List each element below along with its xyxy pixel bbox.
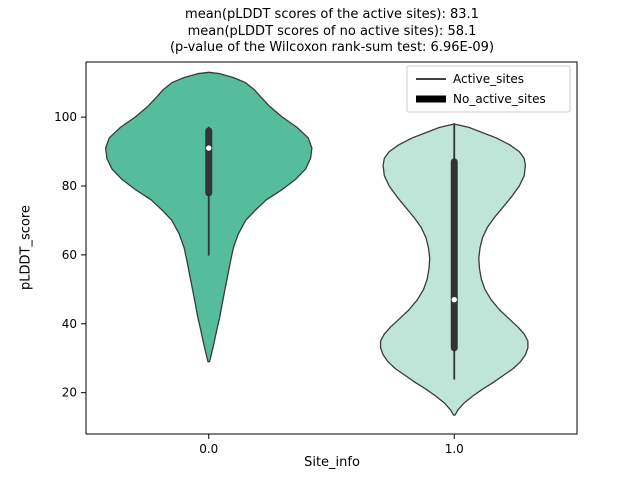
y-axis-label: pLDDT_score [18,205,34,290]
y-tick-label: 60 [62,248,77,262]
median-dot-Active_sites [206,145,212,151]
axes-spines [85,61,578,435]
x-axis-label: Site_info [304,455,360,470]
legend-label-0: Active_sites [453,72,524,86]
y-tick-label: 20 [62,386,77,400]
chart-title-line-2: mean(pLDDT scores of no active sites): 5… [187,23,477,39]
chart-title-line-1: mean(pLDDT scores of the active sites): … [185,7,479,22]
y-tick-label: 40 [62,317,77,331]
x-tick-label: 1.0 [445,442,464,456]
chart-title-line-3: (p-value of the Wilcoxon rank-sum test: … [169,40,495,55]
legend-label-1: No_active_sites [453,92,546,106]
y-tick-label: 100 [54,110,77,124]
chart-title: mean(pLDDT scores of the active sites): … [86,7,578,57]
y-tick-label: 80 [62,179,77,193]
legend-box [406,65,571,113]
median-dot-No_active_sites [451,296,457,303]
x-tick-label: 0.0 [199,442,218,456]
